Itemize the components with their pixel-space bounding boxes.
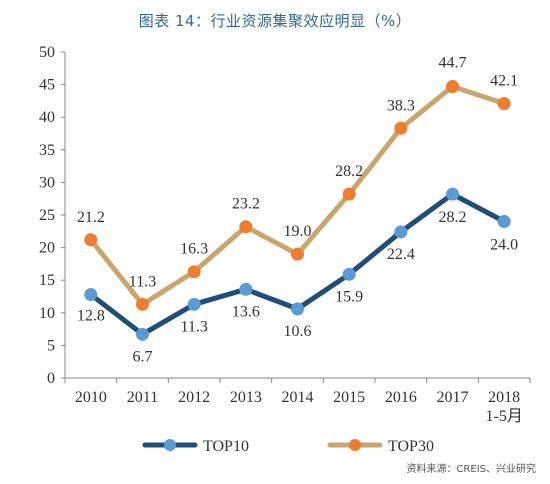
data-label-top10: 15.9: [335, 288, 363, 305]
marker-top30: [136, 297, 149, 311]
x-tick-label: 2015: [333, 389, 365, 406]
data-label-top30: 21.2: [77, 209, 105, 226]
legend: TOP10 TOP30: [142, 438, 434, 455]
y-tick-label: 5: [47, 337, 55, 354]
data-label-top30: 16.3: [180, 241, 208, 258]
axes: [61, 51, 531, 383]
data-label-top30: 38.3: [387, 97, 415, 114]
data-label-top10: 28.2: [439, 209, 467, 226]
series-line-top30: [88, 84, 507, 307]
data-label-top10: 22.4: [387, 246, 415, 263]
data-label-top30: 44.7: [439, 55, 467, 72]
y-tick-label: 25: [39, 207, 55, 224]
y-tick-label: 40: [39, 109, 55, 126]
data-label-top30: 42.1: [490, 73, 518, 90]
x-tick-label: 2011: [127, 389, 158, 406]
legend-marker-top10: [164, 439, 176, 451]
marker-top30: [342, 187, 356, 201]
x-tick-label: 2010: [75, 389, 107, 406]
marker-top10: [497, 215, 511, 229]
series-markers: [84, 80, 511, 341]
y-tick-label: 30: [39, 174, 55, 191]
marker-top30: [187, 265, 201, 279]
x-tick-label: 2013: [230, 389, 262, 406]
y-tick-label: 0: [47, 370, 55, 387]
data-label-top30: 28.2: [335, 163, 363, 180]
y-tick-label: 15: [39, 272, 55, 289]
x-tick-label: 2018 1-5月: [485, 389, 522, 425]
marker-top10: [187, 297, 201, 311]
marker-top30: [239, 220, 253, 234]
data-label-top10: 13.6: [232, 303, 260, 320]
data-labels: 12.8 6.7 11.3 13.6 10.6 15.9 22.4 28.2 24.0 21.2 1…: [77, 55, 518, 366]
data-label-top30: 11.3: [129, 273, 156, 290]
marker-top10: [239, 282, 253, 296]
x-tick-label: 2014: [282, 389, 314, 406]
y-tick-label: 10: [39, 305, 55, 322]
x-axis-tick-labels: 2010 2011 2012 2013 2014 2015 2016 2017 2018 1-5月: [75, 389, 523, 425]
legend-label-top10: TOP10: [203, 438, 249, 455]
legend-label-top30: TOP30: [388, 438, 434, 455]
x-tick-label: 2012: [178, 389, 210, 406]
y-tick-label: 20: [39, 240, 55, 257]
data-label-top30: 23.2: [232, 196, 260, 213]
marker-top10: [136, 327, 149, 341]
data-label-top10: 11.3: [180, 318, 207, 335]
marker-top10: [291, 302, 304, 316]
data-label-top10: 6.7: [133, 348, 153, 365]
x-tick-label: 2017: [437, 389, 469, 406]
data-label-top30: 19.0: [284, 223, 312, 240]
chart-title: 图表 14：行业资源集聚效应明显（%）: [138, 12, 412, 30]
x-tick-label: 2016: [385, 389, 417, 406]
marker-top10: [446, 187, 459, 201]
source-note: 资料来源：CREIS、兴业研究: [406, 464, 536, 475]
data-label-top10: 10.6: [284, 323, 312, 340]
marker-top10: [394, 225, 408, 239]
marker-top30: [84, 233, 98, 247]
marker-top30: [291, 247, 304, 261]
y-axis-tick-labels: 0 5 10 15 20 25 30 35 40 45 50: [39, 44, 55, 387]
data-label-top10: 12.8: [77, 308, 105, 325]
marker-top30: [497, 97, 511, 111]
data-label-top10: 24.0: [490, 237, 518, 254]
legend-marker-top30: [349, 439, 361, 451]
y-tick-label: 45: [39, 77, 55, 94]
marker-top10: [342, 267, 356, 281]
marker-top30: [394, 121, 408, 135]
y-tick-label: 35: [39, 142, 55, 159]
y-tick-label: 50: [39, 44, 55, 61]
marker-top10: [84, 288, 98, 302]
marker-top30: [446, 80, 459, 94]
